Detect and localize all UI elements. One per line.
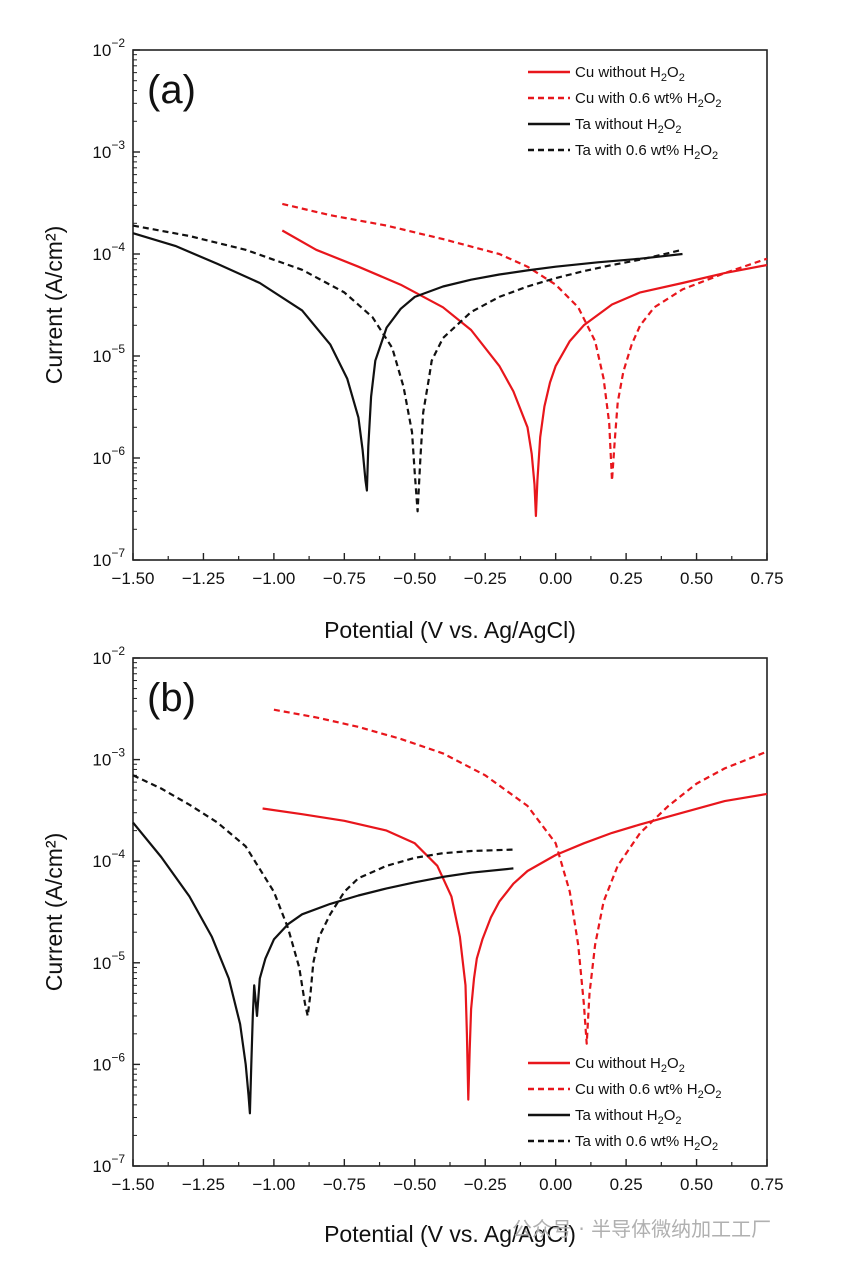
legend-entry: Ta with 0.6 wt% H2O2	[575, 142, 718, 162]
x-tick-label: −1.00	[252, 569, 295, 588]
panel-label: (a)	[147, 68, 196, 112]
legend-entry: Ta with 0.6 wt% H2O2	[575, 1133, 718, 1153]
x-tick-label: 0.50	[680, 1175, 713, 1194]
y-tick-label: 10−5	[92, 342, 125, 366]
y-axis-label: Current (A/cm²)	[41, 833, 67, 991]
series-line-3	[132, 821, 514, 1115]
x-tick-label: −1.25	[182, 569, 225, 588]
x-tick-label: 0.75	[750, 1175, 783, 1194]
x-tick-label: −0.75	[323, 569, 366, 588]
x-tick-label: 0.00	[539, 569, 572, 588]
y-tick-label: 10−2	[92, 644, 125, 668]
x-tick-label: −1.25	[182, 1175, 225, 1194]
watermark-text: 公众号 · 半导体微纳加工工厂	[512, 1217, 771, 1241]
y-tick-label: 10−3	[92, 138, 125, 162]
series-line-1	[262, 792, 768, 1101]
panel-label: (b)	[147, 676, 196, 720]
y-tick-label: 10−3	[92, 746, 125, 770]
x-tick-label: 0.75	[750, 569, 783, 588]
x-tick-label: −0.75	[323, 1175, 366, 1194]
x-tick-label: −0.50	[393, 1175, 436, 1194]
legend-entry: Cu with 0.6 wt% H2O2	[575, 90, 721, 110]
series-line-2	[273, 708, 768, 1045]
series-line-3	[132, 232, 683, 492]
x-tick-label: −1.00	[252, 1175, 295, 1194]
legend-entry: Cu without H2O2	[575, 64, 685, 84]
x-tick-label: −0.50	[393, 569, 436, 588]
y-tick-label: 10−6	[92, 444, 125, 468]
legend-entry: Cu without H2O2	[575, 1055, 685, 1075]
chart-panel-b: −1.50 −1.25 −1.00 −0.75 −0.50 −0.25 0.00 0.25 0.…	[41, 644, 784, 1247]
x-tick-label: −0.25	[464, 1175, 507, 1194]
series-line-4	[132, 224, 683, 513]
y-axis-label: Current (A/cm²)	[41, 226, 67, 384]
x-axis-label: Potential (V vs. Ag/AgCl)	[324, 617, 576, 643]
x-tick-label: 0.50	[680, 569, 713, 588]
legend-entry: Ta without H2O2	[575, 116, 681, 136]
y-tick-label: 10−4	[92, 240, 125, 264]
x-tick-label: 0.00	[539, 1175, 572, 1194]
legend-entry: Cu with 0.6 wt% H2O2	[575, 1081, 721, 1101]
legend-entry: Ta without H2O2	[575, 1107, 681, 1127]
y-tick-label: 10−4	[92, 847, 125, 871]
y-tick-label: 10−7	[92, 1152, 125, 1176]
x-tick-label: −1.50	[111, 569, 154, 588]
x-tick-label: −1.50	[111, 1175, 154, 1194]
x-axis-label: Potential (V vs. Ag/AgCl)	[324, 1221, 576, 1247]
x-tick-label: 0.25	[610, 569, 643, 588]
x-tick-label: −0.25	[464, 569, 507, 588]
series-line-2	[282, 202, 768, 482]
y-tick-label: 10−7	[92, 546, 125, 570]
y-tick-label: 10−5	[92, 949, 125, 973]
series-line-1	[281, 229, 768, 518]
x-tick-label: 0.25	[610, 1175, 643, 1194]
y-tick-label: 10−6	[92, 1050, 125, 1074]
chart-panel-a: −1.50 −1.25 −1.00 −0.75 −0.50 −0.25 0.00 0.25 0.…	[41, 36, 784, 643]
y-tick-label: 10−2	[92, 36, 125, 60]
